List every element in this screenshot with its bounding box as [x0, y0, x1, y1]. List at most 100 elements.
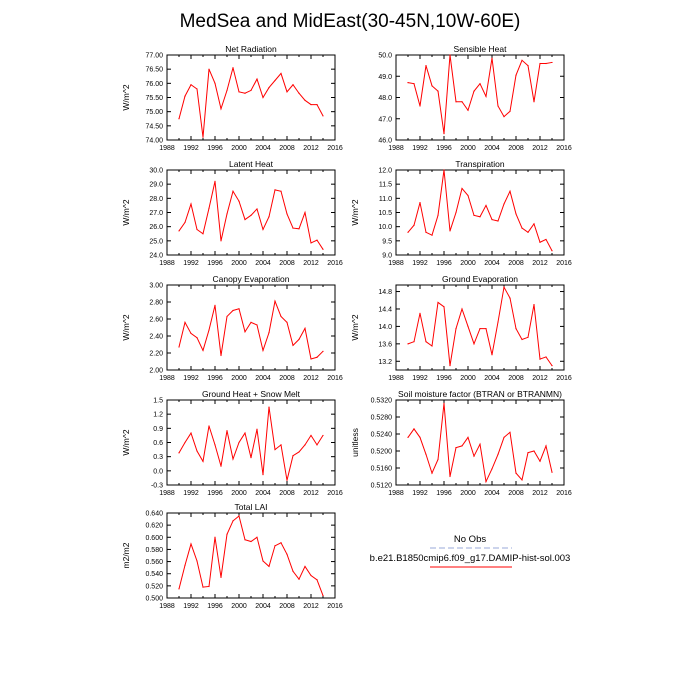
x-tick-label: 2016 [327, 490, 343, 497]
y-tick-label: 74.00 [145, 138, 163, 145]
x-tick-label: 2012 [303, 145, 319, 152]
x-tick-label: 2016 [556, 490, 572, 497]
x-tick-label: 2012 [303, 375, 319, 382]
x-tick-label: 2012 [532, 145, 548, 152]
data-point [545, 356, 547, 358]
x-tick-label: 2004 [255, 260, 271, 267]
x-tick-label: 1996 [207, 260, 223, 267]
y-tick-label: 2.00 [149, 368, 163, 375]
series-line [178, 67, 324, 138]
data-point [413, 428, 415, 430]
panel-title: Ground Heat + Snow Melt [202, 389, 301, 399]
data-point [274, 79, 276, 82]
x-tick-label: 2008 [508, 145, 524, 152]
y-tick-label: 0.3 [153, 454, 163, 461]
data-point [437, 90, 439, 92]
data-point [292, 570, 294, 572]
y-tick-label: 25.0 [149, 238, 163, 245]
x-tick-label: 2012 [532, 375, 548, 382]
data-point [322, 350, 324, 352]
y-tick-label: 12.0 [378, 168, 392, 175]
data-point [232, 190, 234, 192]
data-point [509, 297, 511, 299]
data-point [521, 338, 523, 341]
data-point [238, 441, 240, 444]
data-point [250, 321, 252, 323]
data-point [202, 136, 204, 138]
legend: No Obs b.e21.B1850cmip6.f09_g17.DAMIP-hi… [370, 534, 570, 568]
x-tick-label: 2012 [532, 260, 548, 267]
plot-frame [166, 54, 336, 141]
data-point [425, 453, 427, 455]
x-tick-label: 1996 [436, 260, 452, 267]
data-point [533, 223, 535, 225]
data-point [196, 88, 198, 90]
y-axis-label: W/m^2 [350, 314, 360, 340]
data-point [467, 436, 469, 438]
data-point [286, 91, 288, 93]
data-point [485, 481, 487, 483]
x-tick-label: 1988 [159, 145, 175, 152]
data-point [316, 103, 318, 106]
panel-title: Latent Heat [229, 159, 274, 169]
y-tick-label: 77.00 [145, 53, 163, 60]
data-point [491, 57, 493, 59]
data-point [280, 190, 282, 192]
data-point [196, 337, 198, 339]
data-point [551, 471, 553, 473]
y-tick-label: 30.0 [149, 168, 163, 175]
plot-frame [395, 169, 565, 256]
y-axis-label: W/m^2 [121, 314, 131, 340]
data-point [419, 436, 421, 438]
y-tick-label: 0.0 [153, 468, 163, 475]
data-point [473, 214, 475, 216]
data-point [509, 431, 511, 433]
data-point [250, 89, 252, 92]
plot-frame [395, 284, 565, 371]
data-point [292, 227, 294, 229]
data-point [178, 452, 180, 454]
y-tick-label: 0.580 [145, 547, 163, 554]
data-point [545, 238, 547, 241]
data-point [521, 59, 523, 61]
y-axis-label: m2/m2 [121, 542, 131, 568]
y-tick-label: 24.0 [149, 253, 163, 260]
data-point [214, 444, 216, 446]
x-tick-label: 1996 [207, 490, 223, 497]
x-tick-label: 2016 [556, 375, 572, 382]
data-point [503, 203, 505, 205]
chart-panel: Latent Heat W/m^2 1988 1992 1996 2000 2004 2008… [121, 159, 343, 267]
data-point [208, 68, 210, 70]
data-point [316, 444, 318, 446]
y-tick-label: 76.50 [145, 67, 163, 74]
y-tick-label: 0.540 [145, 571, 163, 578]
data-point [244, 92, 246, 94]
chart-panel: Ground Heat + Snow Melt W/m^2 1988 1992 1996… [121, 389, 343, 497]
x-tick-label: 2008 [508, 490, 524, 497]
data-point [515, 327, 517, 330]
data-point [527, 65, 529, 67]
data-point [527, 231, 529, 233]
data-point [220, 354, 222, 357]
data-point [479, 216, 481, 218]
data-point [443, 169, 445, 171]
x-tick-label: 1992 [412, 375, 428, 382]
data-point [280, 315, 282, 318]
y-axis-label: W/m^2 [121, 84, 131, 110]
y-tick-label: 11.0 [379, 196, 392, 203]
data-point [539, 62, 541, 65]
y-tick-label: 0.5240 [371, 432, 393, 439]
data-point [419, 201, 421, 204]
data-point [515, 213, 517, 215]
data-point [449, 365, 451, 367]
data-point [539, 241, 541, 243]
series-line [407, 403, 553, 484]
data-point [298, 228, 300, 230]
data-point [322, 434, 324, 437]
data-point [208, 207, 210, 209]
data-point [244, 218, 246, 221]
y-tick-label: 46.0 [378, 138, 392, 145]
y-tick-label: -0.3 [151, 483, 163, 490]
data-point [298, 578, 300, 580]
